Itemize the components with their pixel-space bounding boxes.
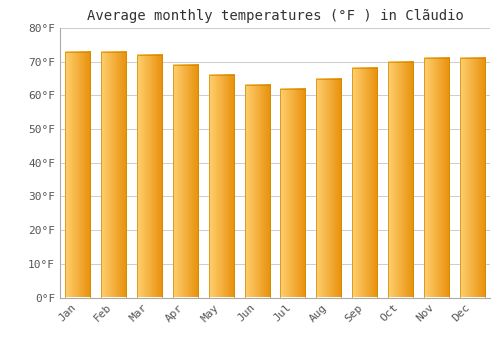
Bar <box>101 51 126 298</box>
Bar <box>424 58 449 298</box>
Bar <box>352 68 377 298</box>
Bar <box>66 51 90 298</box>
Bar <box>280 89 305 298</box>
Bar <box>316 78 342 298</box>
Title: Average monthly temperatures (°F ) in Clãudio: Average monthly temperatures (°F ) in Cl… <box>86 9 464 23</box>
Bar <box>208 75 234 298</box>
Bar <box>137 55 162 298</box>
Bar <box>460 58 484 298</box>
Bar <box>173 65 198 298</box>
Bar <box>244 85 270 298</box>
Bar <box>388 62 413 298</box>
